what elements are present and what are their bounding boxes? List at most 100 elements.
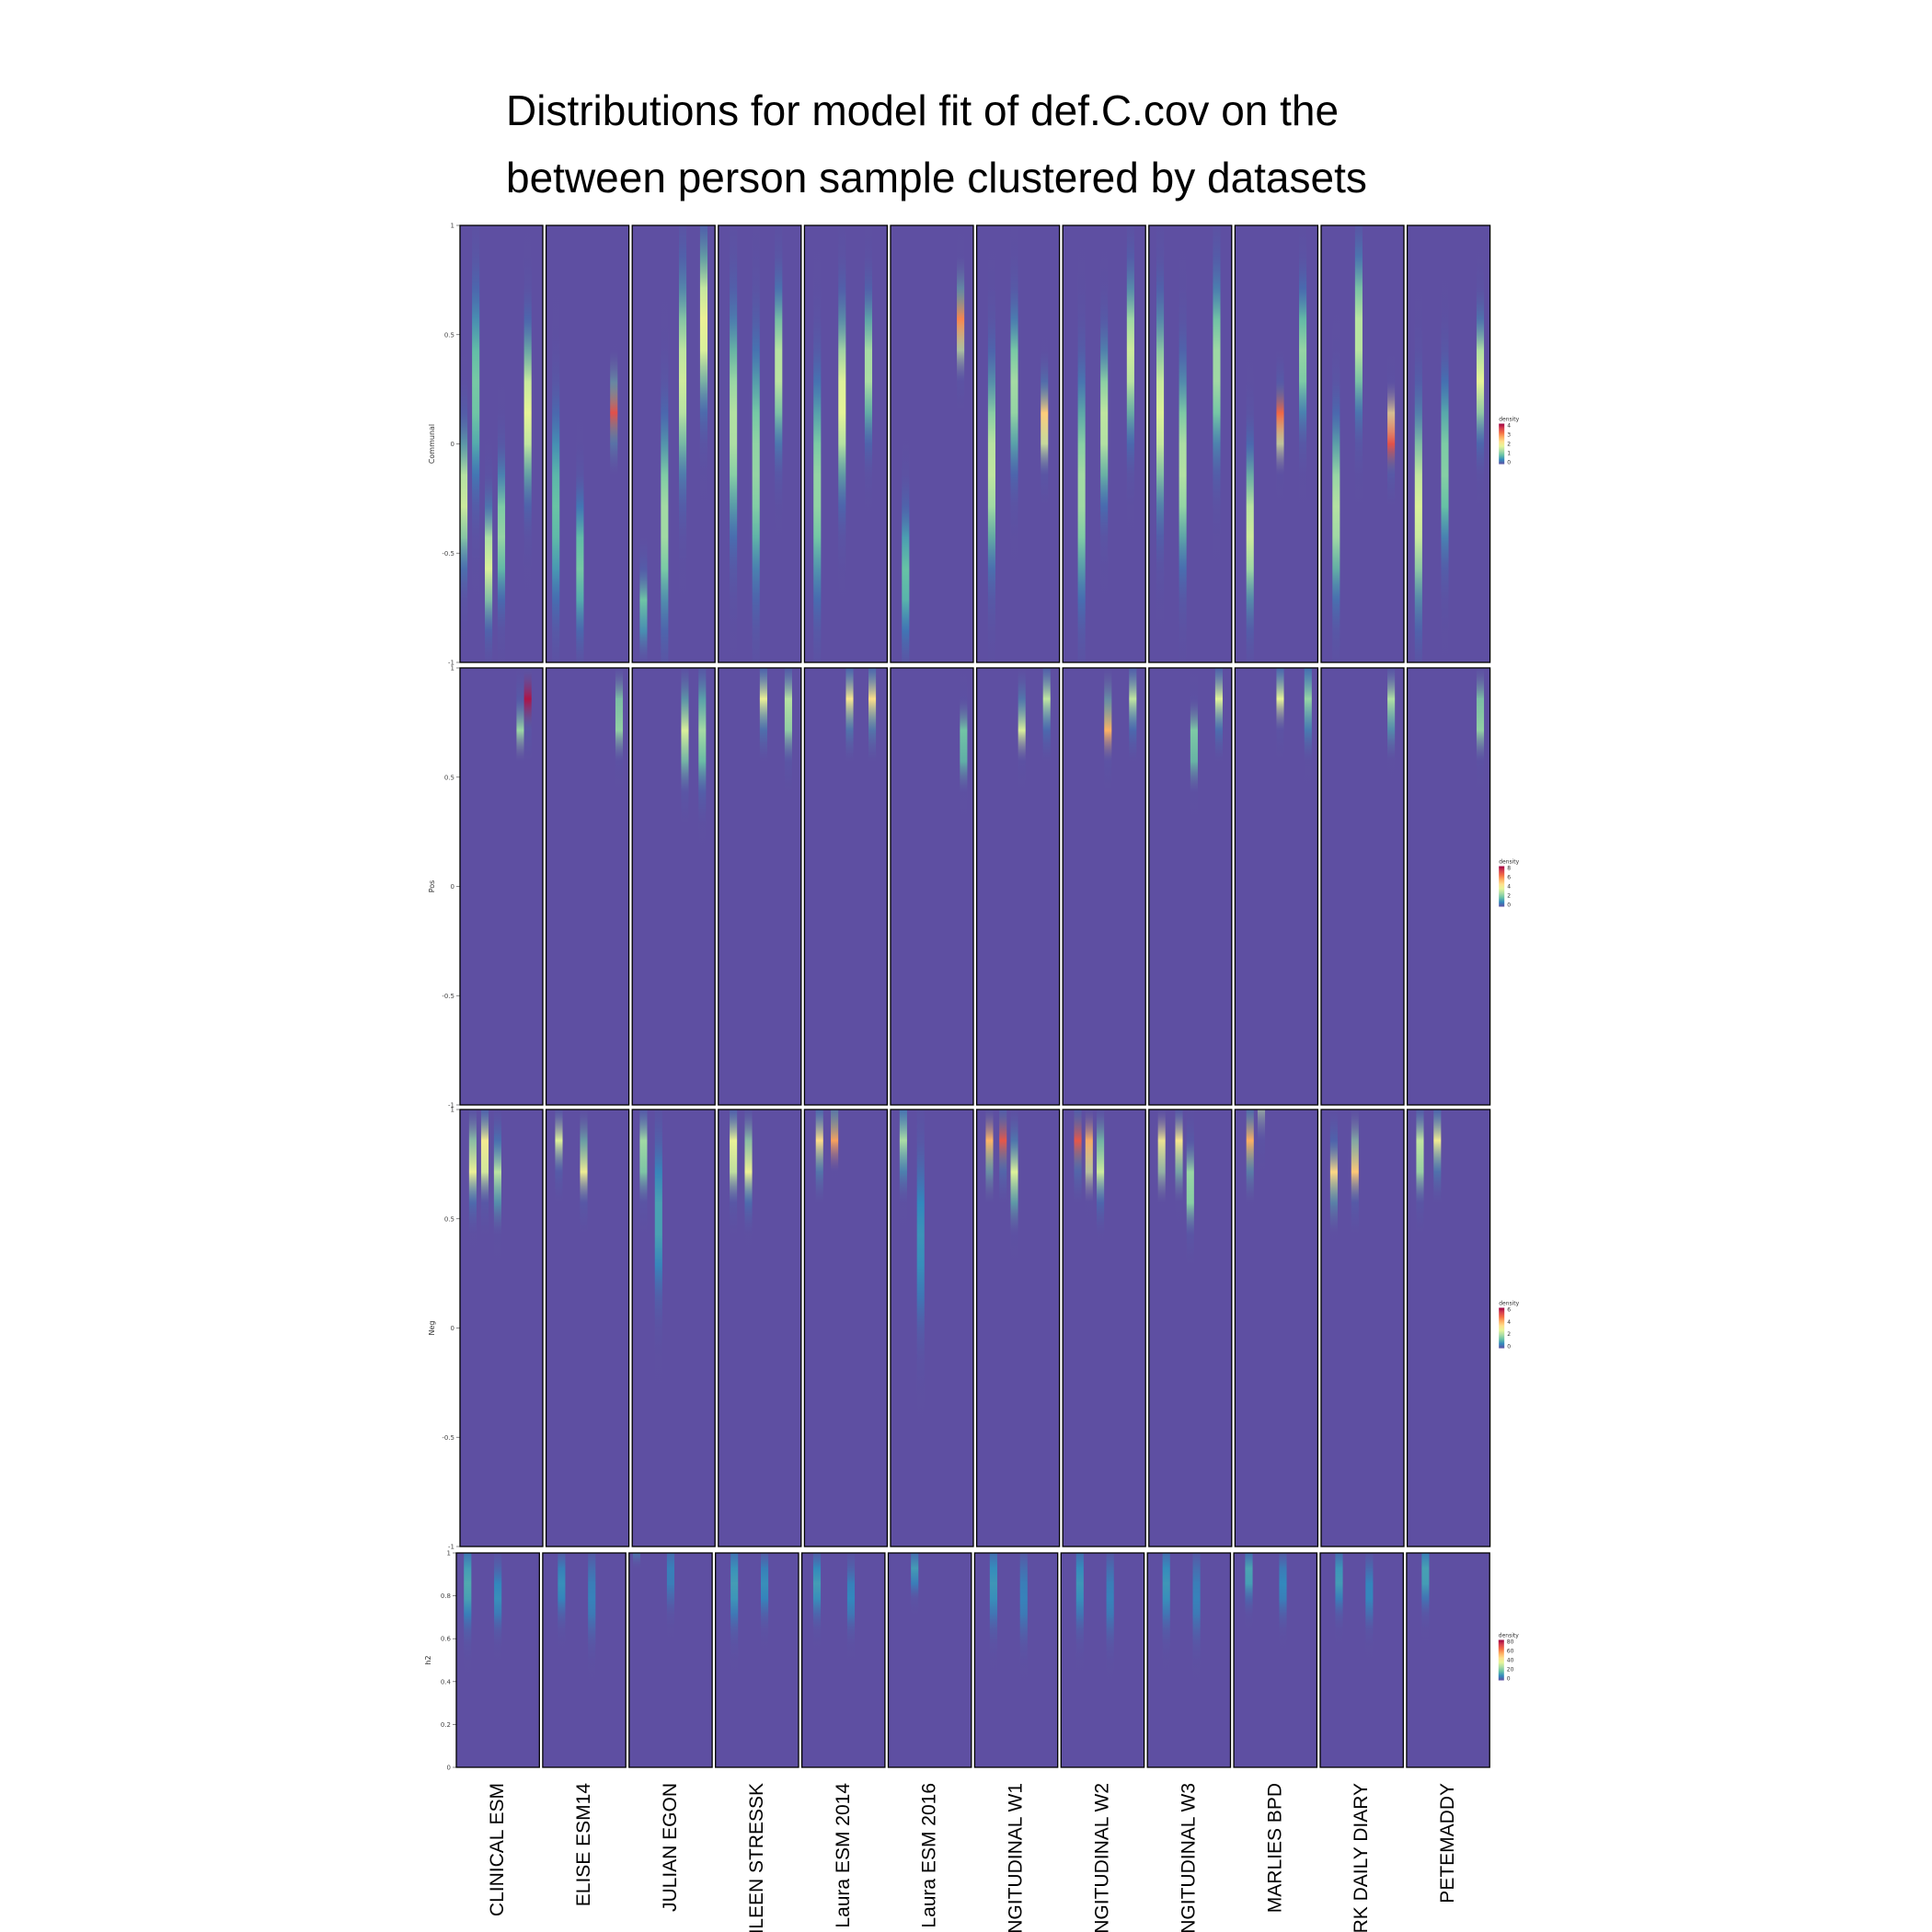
y-tick-label: 1 bbox=[451, 223, 454, 230]
panel bbox=[975, 224, 1061, 663]
legend-tick-label: 60 bbox=[1507, 1649, 1514, 1655]
legend-tick-label: 8 bbox=[1507, 866, 1511, 872]
density-band bbox=[1077, 225, 1086, 662]
panel bbox=[803, 224, 889, 663]
density-band bbox=[1085, 1110, 1093, 1547]
density-band bbox=[460, 225, 468, 662]
density-band bbox=[516, 668, 524, 1105]
panel-border bbox=[715, 1552, 799, 1768]
panel-background bbox=[1235, 668, 1318, 1105]
density-band bbox=[485, 225, 493, 662]
panel-border bbox=[1406, 1109, 1491, 1547]
panel bbox=[718, 667, 802, 1106]
y-tick-label: 0.6 bbox=[441, 1636, 452, 1643]
panel-background bbox=[715, 1553, 799, 1767]
panel bbox=[1146, 1552, 1232, 1768]
dataset-label: MTURK DAILY DIARY bbox=[1351, 1783, 1372, 1932]
legend-colorbar bbox=[1499, 423, 1505, 465]
panel bbox=[631, 1109, 716, 1547]
density-band bbox=[654, 1110, 662, 1547]
y-tick-label: -0.5 bbox=[442, 993, 454, 1000]
y-axis-label: Communal bbox=[428, 424, 436, 464]
panel-border bbox=[890, 667, 974, 1106]
density-band bbox=[1074, 1110, 1082, 1547]
y-tick-label: 0 bbox=[451, 883, 454, 891]
panel bbox=[973, 1552, 1059, 1768]
panel-background bbox=[546, 668, 629, 1105]
density-band bbox=[558, 1553, 566, 1767]
density-band bbox=[815, 1110, 823, 1547]
legend-tick-label: 0 bbox=[1507, 903, 1511, 909]
panel-background bbox=[1320, 1553, 1404, 1767]
panel-background bbox=[891, 668, 973, 1105]
panel-border bbox=[459, 224, 544, 663]
density-band bbox=[761, 1553, 769, 1767]
legend-tick-label: 1 bbox=[1507, 451, 1511, 457]
panel bbox=[1234, 1109, 1319, 1547]
panel bbox=[1406, 1552, 1490, 1768]
density-band bbox=[493, 1110, 501, 1547]
panel-background bbox=[1147, 1553, 1231, 1767]
panel-border bbox=[1234, 667, 1319, 1106]
density-band bbox=[812, 1553, 822, 1767]
panel-border bbox=[1062, 667, 1146, 1106]
density-band bbox=[784, 668, 792, 1105]
dataset-label: KATHLEEN STRESSK bbox=[746, 1783, 767, 1932]
legend-tick-label: 0 bbox=[1507, 1344, 1511, 1351]
panel bbox=[1234, 667, 1319, 1106]
density-band bbox=[999, 1110, 1007, 1547]
panel-border bbox=[1234, 1109, 1319, 1547]
panel-border bbox=[1233, 1552, 1318, 1768]
density-band bbox=[730, 1553, 739, 1767]
density-band bbox=[1162, 1553, 1170, 1767]
density-band bbox=[497, 225, 506, 662]
density-band bbox=[1010, 225, 1018, 662]
density-band bbox=[468, 1110, 477, 1547]
panel-border bbox=[631, 667, 716, 1106]
dataset-label: PETEMADDY bbox=[1437, 1783, 1458, 1903]
density-band bbox=[1335, 1553, 1343, 1767]
panel-border bbox=[800, 1552, 886, 1768]
panel bbox=[1406, 667, 1491, 1106]
density-band bbox=[1179, 225, 1187, 662]
density-band bbox=[1106, 1553, 1114, 1767]
density-band bbox=[666, 1553, 675, 1767]
density-band bbox=[1387, 225, 1396, 662]
dataset-label: Laura ESM 2016 bbox=[919, 1783, 940, 1928]
legend-tick-label: 40 bbox=[1507, 1658, 1514, 1664]
panel bbox=[975, 1109, 1061, 1547]
density-band bbox=[494, 1553, 502, 1767]
y-tick-label: 1 bbox=[447, 1550, 451, 1558]
density-band bbox=[1414, 225, 1422, 662]
panel bbox=[631, 667, 716, 1106]
panel-border bbox=[542, 1552, 627, 1768]
density-band bbox=[639, 1110, 648, 1547]
density-band bbox=[1332, 225, 1340, 662]
legend-tick-label: 4 bbox=[1507, 1319, 1511, 1326]
legend-tick-label: 6 bbox=[1507, 1307, 1511, 1314]
panel bbox=[1320, 667, 1405, 1106]
y-tick-label: 1 bbox=[451, 665, 454, 673]
density-band bbox=[1476, 668, 1485, 1105]
panel-border bbox=[631, 224, 716, 663]
density-band bbox=[845, 668, 854, 1105]
legend-colorbar bbox=[1498, 1639, 1504, 1681]
legend-colorbar bbox=[1499, 1307, 1505, 1349]
legend-tick-label: 20 bbox=[1507, 1667, 1514, 1673]
density-band bbox=[916, 1110, 925, 1547]
density-band bbox=[632, 1553, 641, 1767]
panel bbox=[890, 224, 974, 663]
density-band bbox=[1246, 225, 1254, 662]
panel-background bbox=[974, 1553, 1058, 1767]
panel-background bbox=[1061, 1553, 1144, 1767]
density-band bbox=[639, 225, 648, 662]
panel-background bbox=[542, 1553, 627, 1767]
density-band bbox=[1246, 1110, 1254, 1547]
legend-title: density bbox=[1499, 417, 1519, 423]
y-tick-label: 0.8 bbox=[441, 1593, 451, 1600]
y-tick-label: 0 bbox=[447, 1765, 451, 1772]
panel-border bbox=[890, 224, 974, 663]
